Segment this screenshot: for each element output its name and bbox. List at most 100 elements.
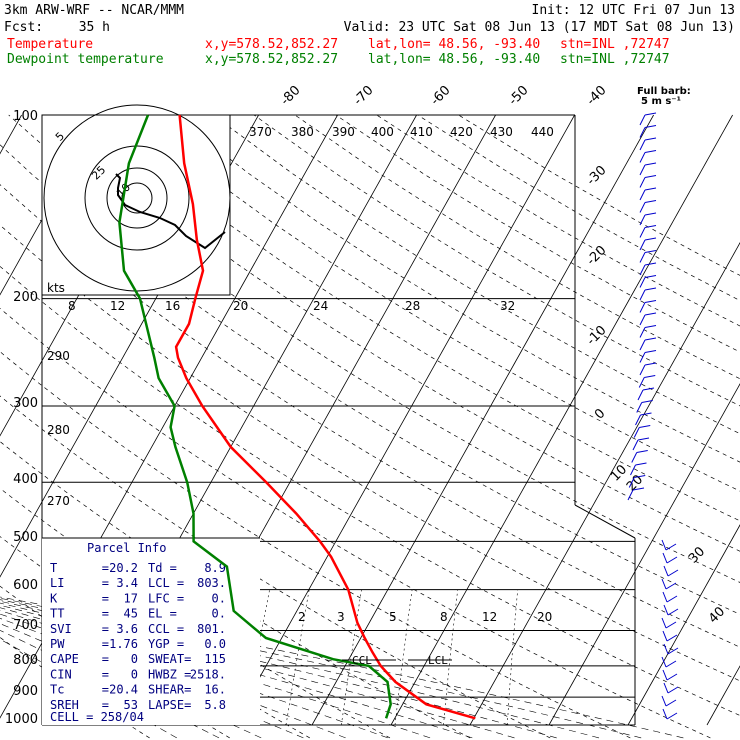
parcel-row-value: = bbox=[102, 667, 109, 681]
parcel-row-label: SWEAT= bbox=[148, 652, 191, 666]
wind-barb bbox=[661, 695, 667, 707]
theta-e-label: 380 bbox=[291, 125, 314, 139]
theta-e-labels: 370 380 390 400 410 420 430 440 bbox=[249, 125, 554, 139]
wind-barb bbox=[644, 275, 657, 278]
wind-barb bbox=[663, 682, 669, 694]
wind-barb bbox=[632, 487, 645, 491]
parcel-row-label: CAPE bbox=[50, 652, 79, 666]
level-markers: CCL LCL bbox=[342, 654, 452, 667]
parcel-row-value: 3.4 bbox=[116, 576, 138, 590]
theta-e-label: 390 bbox=[332, 125, 355, 139]
parcel-row-value: = bbox=[102, 698, 109, 712]
parcel-row-value: 8.9 bbox=[204, 561, 226, 575]
parcel-row-label: K bbox=[50, 591, 58, 605]
parcel-row-value: 20.2 bbox=[109, 561, 138, 575]
wind-barb bbox=[661, 578, 667, 590]
p-tick-500: 500 bbox=[13, 530, 38, 545]
parcel-row-value: 0 bbox=[131, 652, 138, 666]
p-tick-700: 700 bbox=[13, 618, 38, 633]
dry-adiabat bbox=[131, 114, 740, 492]
wind-barb bbox=[639, 289, 646, 301]
isotherm-label: -10 bbox=[584, 323, 610, 349]
dry-adiabat bbox=[458, 114, 740, 276]
speed-tick: 16 bbox=[165, 299, 180, 313]
wind-barb bbox=[639, 339, 646, 351]
parcel-row-value: = bbox=[102, 652, 109, 666]
wind-barb bbox=[638, 377, 645, 388]
parcel-row-value: 0. bbox=[212, 607, 226, 621]
wind-barb bbox=[634, 475, 646, 478]
wind-barb bbox=[644, 337, 657, 341]
parcel-row-label: LI bbox=[50, 576, 64, 590]
parcel-row-value: = bbox=[102, 683, 109, 697]
wind-barb bbox=[661, 539, 667, 551]
wind-barb bbox=[666, 595, 678, 603]
dewpoint-profile bbox=[118, 114, 392, 719]
parcel-info-panel: Parcel Info T = 20.2 Td = 8.9 LI = 3.4 LCL = 80… bbox=[42, 537, 260, 725]
moist-adiabat bbox=[0, 607, 431, 739]
p-tick-900: 900 bbox=[13, 684, 38, 699]
wind-barb bbox=[644, 112, 657, 116]
parcel-row-value: 115 bbox=[204, 652, 226, 666]
p-tick-100: 100 bbox=[13, 109, 38, 124]
wind-barb bbox=[665, 621, 677, 629]
wind-barb bbox=[639, 202, 646, 213]
ccl-label: CCL bbox=[352, 654, 372, 667]
theta-label: 280 bbox=[47, 423, 70, 437]
wind-barb bbox=[635, 414, 641, 426]
isotherm bbox=[390, 114, 733, 726]
wind-barb bbox=[644, 225, 657, 228]
isotherm-label: -70 bbox=[351, 83, 377, 109]
parcel-row-value: = bbox=[102, 561, 109, 575]
isotherm bbox=[232, 114, 575, 726]
wind-key-value: 5 m s⁻¹ bbox=[641, 96, 681, 107]
isotherm-label: -60 bbox=[428, 83, 454, 109]
speed-tick: 8 bbox=[68, 299, 76, 313]
mixing-ratio-label: 3 bbox=[337, 610, 345, 624]
valid-time: Valid: 23 UTC Sat 08 Jun 13 (17 MDT Sat … bbox=[344, 20, 735, 35]
parcel-row-value: 0 bbox=[131, 667, 138, 681]
speed-axis: kts 8 12 16 20 24 28 32 bbox=[47, 281, 515, 313]
speed-tick: 24 bbox=[313, 299, 328, 313]
wind-barb bbox=[639, 239, 646, 251]
wind-barb bbox=[644, 137, 657, 141]
wind-barb bbox=[663, 604, 669, 616]
wind-barb bbox=[639, 364, 646, 376]
wind-barb bbox=[639, 227, 646, 238]
wind-barb bbox=[639, 277, 646, 288]
parcel-row-value: 5.8 bbox=[204, 698, 226, 712]
wind-barb bbox=[639, 327, 646, 338]
wind-barb bbox=[639, 425, 651, 428]
wind-barb bbox=[644, 325, 657, 328]
model-title: 3km ARW-WRF -- NCAR/MMM bbox=[4, 3, 184, 18]
wind-barb bbox=[644, 250, 657, 253]
parcel-row-label: Tc bbox=[50, 683, 64, 697]
wind-barb bbox=[639, 139, 646, 151]
isotherm-label: -40 bbox=[584, 83, 610, 109]
dry-adiabat bbox=[253, 114, 740, 407]
wind-barb bbox=[639, 189, 646, 201]
parcel-row-label: Td = bbox=[148, 561, 177, 575]
wind-barb bbox=[639, 252, 646, 263]
theta-e-label: 370 bbox=[249, 125, 272, 139]
wind-barb bbox=[642, 387, 655, 391]
isotherm bbox=[469, 242, 740, 726]
wind-barb bbox=[644, 212, 657, 216]
wind-barb bbox=[639, 177, 646, 188]
isotherm-label: -50 bbox=[506, 83, 532, 109]
wind-barb bbox=[639, 152, 646, 163]
profiles bbox=[118, 114, 476, 720]
parcel-row-value: 3.6 bbox=[116, 622, 138, 636]
wind-barb bbox=[662, 708, 668, 720]
mixing-ratio-label: 20 bbox=[537, 610, 552, 624]
dry-adiabat bbox=[0, 265, 740, 716]
isotherm bbox=[311, 114, 654, 726]
parcel-row-value: = bbox=[102, 576, 109, 590]
speed-tick: 32 bbox=[500, 299, 515, 313]
parcel-row-value: 1.76 bbox=[109, 637, 138, 651]
wind-barb bbox=[666, 673, 678, 681]
wind-key-title: Full barb: bbox=[637, 86, 691, 97]
parcel-row-label: LCL = bbox=[148, 576, 184, 590]
wind-barb bbox=[639, 352, 646, 363]
wind-barb bbox=[644, 262, 657, 266]
